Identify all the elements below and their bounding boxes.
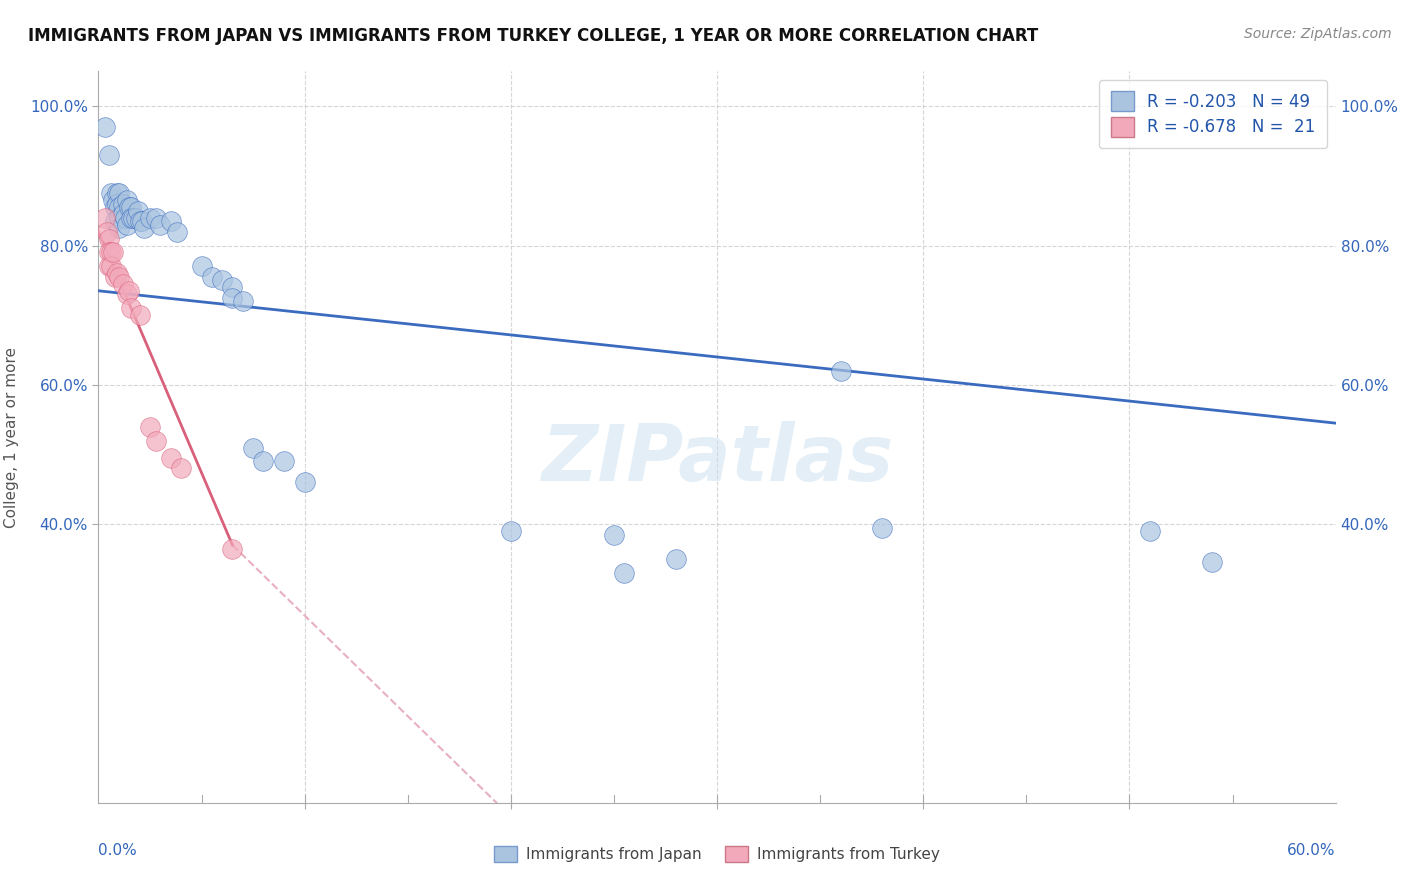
- Point: [97, 231, 120, 245]
- Point: [104, 214, 127, 228]
- Point: [112, 277, 135, 291]
- Point: [117, 193, 139, 207]
- Point: [105, 186, 128, 201]
- Point: [252, 454, 274, 468]
- Point: [190, 260, 212, 274]
- Point: [101, 193, 124, 207]
- Point: [104, 269, 127, 284]
- Point: [149, 218, 172, 232]
- Point: [114, 211, 136, 225]
- Point: [120, 211, 142, 225]
- Point: [499, 524, 522, 538]
- Point: [97, 245, 120, 260]
- Point: [830, 364, 852, 378]
- Point: [93, 211, 115, 225]
- Point: [108, 269, 131, 284]
- Point: [232, 294, 254, 309]
- Point: [127, 203, 149, 218]
- Point: [201, 269, 224, 284]
- Legend: Immigrants from Japan, Immigrants from Turkey: Immigrants from Japan, Immigrants from T…: [488, 840, 946, 868]
- Point: [139, 211, 162, 225]
- Point: [145, 434, 167, 448]
- Point: [105, 266, 128, 280]
- Point: [117, 287, 139, 301]
- Point: [120, 301, 142, 316]
- Point: [101, 245, 124, 260]
- Point: [120, 200, 142, 214]
- Point: [117, 218, 139, 232]
- Point: [97, 260, 120, 274]
- Point: [131, 214, 153, 228]
- Point: [145, 211, 167, 225]
- Point: [100, 260, 122, 274]
- Point: [211, 273, 233, 287]
- Point: [122, 211, 145, 225]
- Text: 0.0%: 0.0%: [98, 843, 138, 858]
- Point: [613, 566, 636, 580]
- Point: [128, 214, 150, 228]
- Point: [665, 552, 688, 566]
- Text: IMMIGRANTS FROM JAPAN VS IMMIGRANTS FROM TURKEY COLLEGE, 1 YEAR OR MORE CORRELAT: IMMIGRANTS FROM JAPAN VS IMMIGRANTS FROM…: [28, 27, 1039, 45]
- Point: [273, 454, 295, 468]
- Point: [166, 225, 188, 239]
- Point: [170, 461, 193, 475]
- Point: [1139, 524, 1161, 538]
- Text: 60.0%: 60.0%: [1288, 843, 1336, 858]
- Point: [112, 207, 135, 221]
- Point: [159, 214, 181, 228]
- Point: [221, 541, 243, 556]
- Text: ZIPatlas: ZIPatlas: [541, 421, 893, 497]
- Point: [100, 245, 122, 260]
- Point: [100, 186, 122, 201]
- Point: [97, 148, 120, 162]
- Point: [132, 221, 155, 235]
- Point: [96, 225, 118, 239]
- Point: [108, 186, 131, 201]
- Point: [104, 200, 127, 214]
- Point: [870, 521, 893, 535]
- Point: [221, 291, 243, 305]
- Point: [603, 527, 626, 541]
- Point: [108, 211, 131, 225]
- Point: [128, 308, 150, 322]
- Point: [118, 200, 141, 214]
- Point: [221, 280, 243, 294]
- Text: Source: ZipAtlas.com: Source: ZipAtlas.com: [1244, 27, 1392, 41]
- Y-axis label: College, 1 year or more: College, 1 year or more: [4, 347, 18, 527]
- Point: [159, 450, 181, 465]
- Point: [1201, 556, 1223, 570]
- Point: [108, 200, 131, 214]
- Point: [105, 196, 128, 211]
- Point: [124, 211, 146, 225]
- Point: [112, 196, 135, 211]
- Point: [294, 475, 316, 490]
- Point: [242, 441, 264, 455]
- Point: [108, 221, 131, 235]
- Point: [118, 284, 141, 298]
- Point: [139, 419, 162, 434]
- Point: [93, 120, 115, 134]
